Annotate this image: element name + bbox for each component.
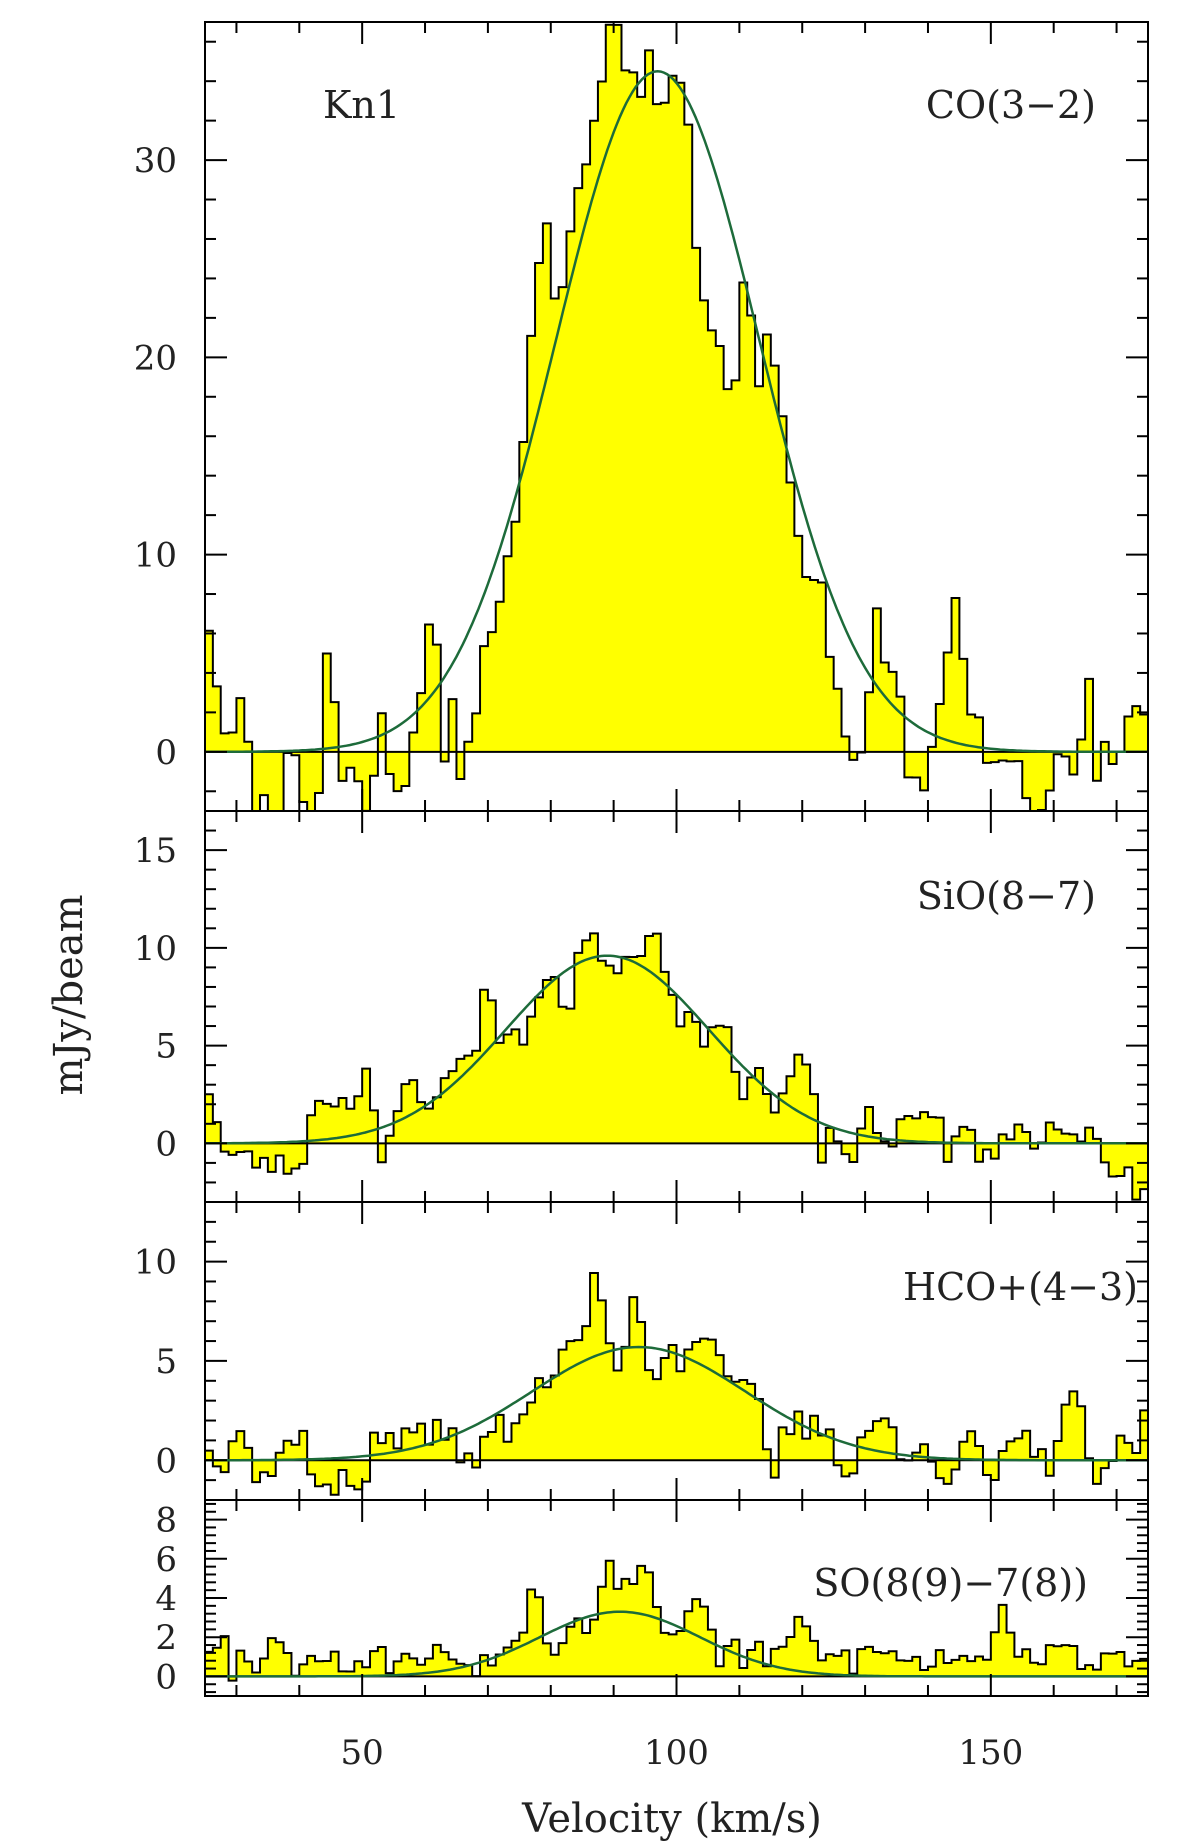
panel-plot-area xyxy=(205,932,1148,1201)
panel-label: SiO(8−7) xyxy=(917,874,1096,918)
panels-group: 0102030CO(3−2)051015SiO(8−7)0510HCO+(4−3… xyxy=(134,21,1149,1697)
spectrum-fill xyxy=(205,24,1148,811)
y-tick-label: 0 xyxy=(155,1441,177,1481)
gaussian-fit xyxy=(205,954,1148,1145)
panel-1: 0 5 10 15 SiO(8−7) xyxy=(134,810,1149,1203)
gaussian-fit xyxy=(205,70,1148,754)
y-tick-label: 0 xyxy=(155,733,177,773)
x-tick-label: 100 xyxy=(644,1733,709,1773)
y-tick-label: 20 xyxy=(134,338,177,378)
x-tick-labels: 50 100 150 xyxy=(341,1733,1024,1773)
panel-label: HCO+(4−3) xyxy=(903,1265,1138,1309)
y-tick-label: 10 xyxy=(134,536,177,576)
y-tick-label: 10 xyxy=(134,929,177,969)
spectrum-step xyxy=(205,932,1148,1201)
y-axis-title: mJy/beam xyxy=(46,894,92,1095)
x-tick-label: 50 xyxy=(341,1733,384,1773)
panel-plot-area xyxy=(205,1271,1148,1496)
y-tick-label: 0 xyxy=(155,1124,177,1164)
y-tick-label: 2 xyxy=(155,1618,177,1658)
panel-label: CO(3−2) xyxy=(926,83,1096,127)
y-tick-label: 8 xyxy=(155,1501,177,1541)
panel-label: SO(8(9)−7(8)) xyxy=(813,1561,1088,1605)
y-tick-label: 5 xyxy=(155,1342,177,1382)
x-tick-label: 150 xyxy=(958,1733,1023,1773)
gaussian-fit xyxy=(205,1345,1148,1462)
spectrum-step xyxy=(205,1559,1148,1682)
x-axis-title: Velocity (km/s) xyxy=(521,1796,822,1842)
y-tick-label: 6 xyxy=(155,1540,177,1580)
source-label: Kn1 xyxy=(323,83,400,127)
panel-0: 0 10 20 30 CO(3−2) xyxy=(134,21,1149,812)
spectrum-fill xyxy=(205,933,1148,1200)
y-tick-label: 4 xyxy=(155,1579,177,1619)
y-tick-label: 5 xyxy=(155,1027,177,1067)
y-tick-label: 30 xyxy=(134,141,177,181)
y-tick-label: 15 xyxy=(134,831,177,871)
y-tick-label: 0 xyxy=(155,1657,177,1697)
y-tick-label: 10 xyxy=(134,1243,177,1283)
